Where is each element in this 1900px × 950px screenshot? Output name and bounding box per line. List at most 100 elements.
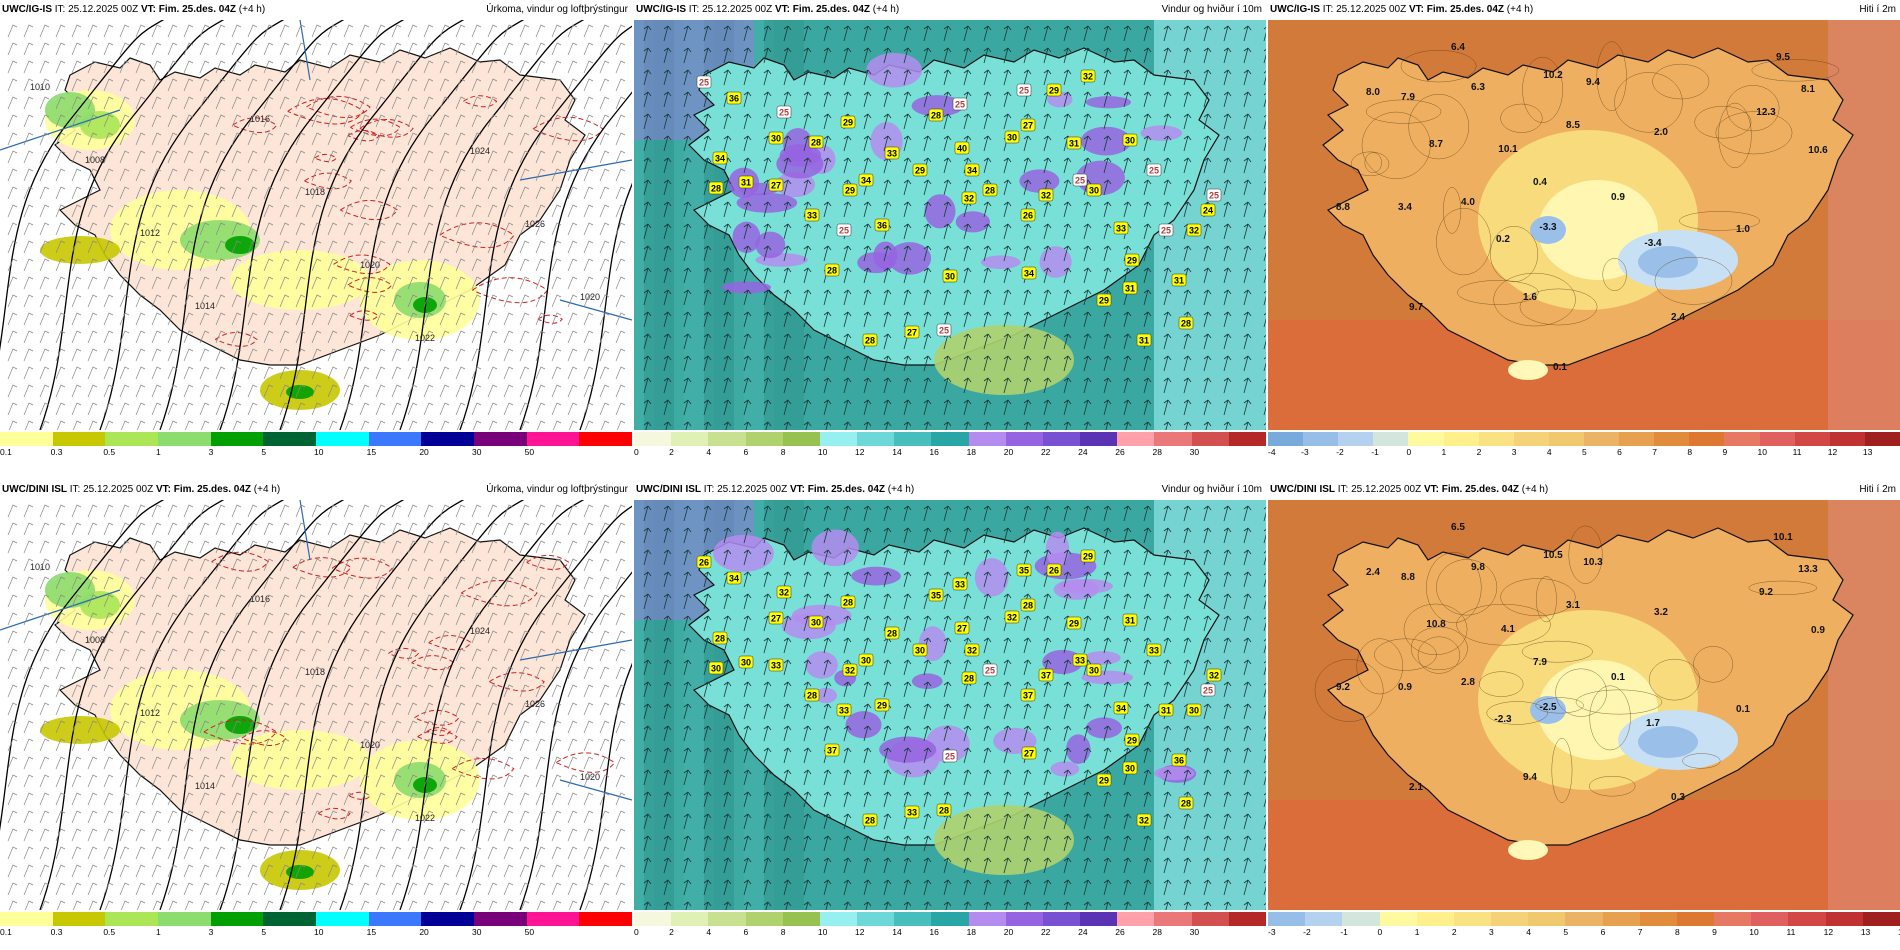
color-scale-tick: -3 [1301, 447, 1309, 457]
svg-text:31: 31 [1125, 616, 1135, 626]
gust-label: 30 [942, 269, 958, 283]
color-scale-tick: 30 [472, 447, 482, 457]
svg-text:30: 30 [1125, 136, 1135, 146]
it-label: IT: [1337, 484, 1349, 495]
color-scale-segment [1228, 432, 1266, 446]
color-scale-segment [1416, 912, 1454, 926]
color-scale-tick: -3 [1268, 927, 1276, 937]
color-scale-segment [52, 432, 106, 446]
color-scale-ticks: 0.1 0.3 0.5 1 3 5 10 15 20 30 50 [0, 447, 632, 458]
svg-text:36: 36 [729, 94, 739, 104]
isobar-label: 1010 [30, 562, 50, 572]
color-scale [0, 432, 633, 446]
lead-offset: (+4 h) [238, 4, 266, 15]
color-scale-segment [579, 912, 633, 926]
svg-text:30: 30 [1125, 764, 1135, 774]
temperature-label: -3.4 [1644, 238, 1662, 249]
temperature-label: 13.3 [1798, 564, 1818, 575]
panel-6: UWC/DINI ISL IT: 25.12.2025 00Z VT: Fim.… [1268, 480, 1900, 938]
color-scale-tick: 5 [261, 447, 267, 457]
color-scale-segment [526, 912, 580, 926]
gust-label: 30 [1086, 183, 1102, 197]
color-scale-segment [1548, 432, 1584, 446]
color-scale-tick: 1 [156, 447, 161, 457]
gust-label: 27 [1020, 118, 1036, 132]
svg-text:29: 29 [1083, 552, 1093, 562]
svg-text:28: 28 [711, 184, 721, 194]
gust-label: 33 [1113, 221, 1129, 235]
gust-label: 29 [912, 163, 928, 177]
svg-text:37: 37 [827, 746, 837, 756]
color-scale-tick: 15 [366, 927, 377, 937]
gust-label: 25 [1158, 223, 1174, 237]
it-label: IT: [54, 4, 66, 15]
temperature-label: 8.8 [1336, 202, 1350, 213]
color-scale-segment [894, 432, 932, 446]
svg-text:32: 32 [1007, 613, 1017, 623]
isobar-label: 1026 [525, 699, 545, 709]
color-scale-segment [316, 912, 369, 926]
temperature-label: 2.4 [1366, 567, 1380, 578]
panel-header: UWC/DINI ISL IT: 25.12.2025 00Z VT: Fim.… [634, 480, 1266, 500]
svg-text:25: 25 [955, 100, 965, 110]
panel-header: UWC/IG-IS IT: 25.12.2025 00Z VT: Fim. 25… [1268, 0, 1900, 20]
gust-label: 32 [1206, 668, 1222, 682]
panel-title: Hiti í 2m [1859, 4, 1896, 15]
model-name: UWC/IG-IS [2, 4, 52, 15]
color-scale-segment [1117, 912, 1155, 926]
isobar-label: 1016 [250, 114, 270, 124]
color-scale-tick: 13 [1862, 447, 1873, 457]
color-scale-tick: 11 [1792, 447, 1802, 457]
svg-text:33: 33 [771, 661, 781, 671]
svg-text:40: 40 [957, 144, 967, 154]
color-scale-segment [1565, 912, 1603, 926]
svg-text:33: 33 [1149, 646, 1159, 656]
panel-title: Úrkoma, vindur og loftþrýstingur [486, 4, 628, 15]
model-name: UWC/DINI ISL [636, 484, 701, 495]
svg-text:33: 33 [955, 580, 965, 590]
temperature-label: 2.0 [1654, 127, 1668, 138]
color-scale-segment [368, 432, 422, 446]
temperature-label: 7.9 [1533, 657, 1547, 668]
temperature-label: 10.5 [1543, 550, 1563, 561]
forecast-map: 6.5 10.1 2.4 8.8 9.8 10.5 10.3 13.3 9.2 3.1 3.2 10.… [1268, 500, 1900, 910]
gust-label: 29 [1080, 549, 1096, 563]
isobar-label: 1024 [470, 626, 490, 636]
color-scale-segment [745, 432, 783, 446]
gust-label: 27 [768, 178, 784, 192]
panel-2: UWC/IG-IS IT: 25.12.2025 00Z VT: Fim. 25… [634, 0, 1266, 458]
color-scale [1268, 912, 1900, 926]
temperature-label: 10.3 [1583, 557, 1603, 568]
vt-label: VT: [140, 4, 156, 15]
lead-offset: (+4 h) [872, 4, 900, 15]
panel-title: Vindur og hviður í 10m [1161, 484, 1262, 495]
color-scale-tick: 16 [929, 447, 939, 457]
svg-text:33: 33 [1075, 656, 1085, 666]
color-scale-tick: 24 [1078, 447, 1088, 457]
gust-label: 28 [1020, 598, 1036, 612]
color-scale-tick: 16 [929, 927, 939, 937]
color-scale-tick: 22 [1040, 927, 1051, 937]
isobar-label: 1026 [525, 219, 545, 229]
panel-3: UWC/IG-IS IT: 25.12.2025 00Z VT: Fim. 25… [1268, 0, 1900, 458]
color-scale-segment [819, 912, 858, 926]
temperature-label: 0.1 [1611, 672, 1625, 683]
gust-label: 33 [904, 805, 920, 819]
gust-label: 32 [1038, 188, 1054, 202]
color-scale-tick: 18 [966, 447, 977, 457]
isobar-label: 1008 [85, 155, 105, 165]
gust-label: 29 [1096, 293, 1112, 307]
color-scale-tick: 1 [1414, 927, 1420, 937]
gust-label: 28 [961, 671, 977, 685]
color-scale-segment [1513, 432, 1549, 446]
gust-label: 32 [1080, 69, 1096, 83]
svg-text:30: 30 [711, 664, 721, 674]
gust-label: 30 [1122, 761, 1138, 775]
svg-text:29: 29 [845, 186, 855, 196]
isobar-label: 1014 [195, 301, 215, 311]
isobar-label: 1020 [360, 740, 380, 750]
color-scale-tick: 3 [208, 447, 214, 457]
color-scale-tick: 10 [314, 927, 324, 937]
color-scale-segment [1788, 912, 1826, 926]
color-scale-segment [1602, 912, 1640, 926]
